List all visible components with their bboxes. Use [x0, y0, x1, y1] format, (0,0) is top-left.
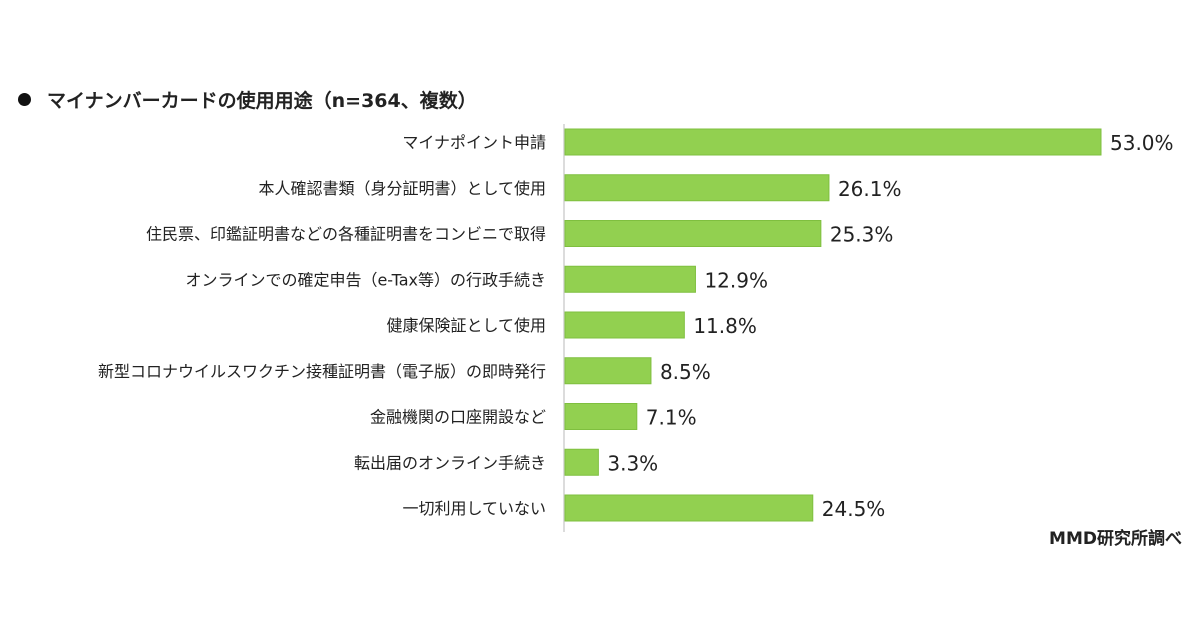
category-label: マイナポイント申請: [402, 133, 546, 152]
bar: [564, 448, 599, 476]
bullet-icon: [18, 93, 31, 106]
bar: [564, 311, 685, 339]
category-label: 転出届のオンライン手続き: [354, 453, 546, 472]
value-label: 53.0%: [1110, 131, 1174, 155]
bar: [564, 494, 814, 522]
chart-title-text: マイナンバーカードの使用用途（n=364、複数）: [47, 90, 477, 112]
value-label: 26.1%: [838, 177, 902, 201]
bar: [564, 174, 830, 202]
category-label: 一切利用していない: [402, 499, 546, 518]
bar: [564, 265, 696, 293]
bar: [564, 403, 638, 430]
category-label: オンラインでの確定申告（e-Tax等）の行政手続き: [185, 270, 546, 289]
source-credit: MMD研究所調べ: [1049, 529, 1182, 549]
value-label: 11.8%: [693, 314, 757, 338]
bar: [564, 357, 652, 385]
category-label: 本人確認書類（身分証明書）として使用: [258, 179, 546, 198]
bar: [564, 220, 822, 247]
value-label: 3.3%: [607, 451, 658, 475]
category-label: 金融機関の口座開設など: [370, 408, 546, 427]
bar: [564, 128, 1102, 156]
category-label: 健康保険証として使用: [386, 316, 546, 335]
chart-title: マイナンバーカードの使用用途（n=364、複数）: [18, 86, 477, 113]
category-label: 新型コロナウイルスワクチン接種証明書（電子版）の即時発行: [98, 362, 546, 381]
value-label: 25.3%: [830, 223, 894, 247]
value-label: 12.9%: [704, 268, 768, 292]
value-label: 7.1%: [646, 406, 697, 430]
category-label: 住民票、印鑑証明書などの各種証明書をコンビニで取得: [146, 225, 546, 244]
value-label: 8.5%: [660, 360, 711, 384]
value-label: 24.5%: [822, 497, 886, 521]
